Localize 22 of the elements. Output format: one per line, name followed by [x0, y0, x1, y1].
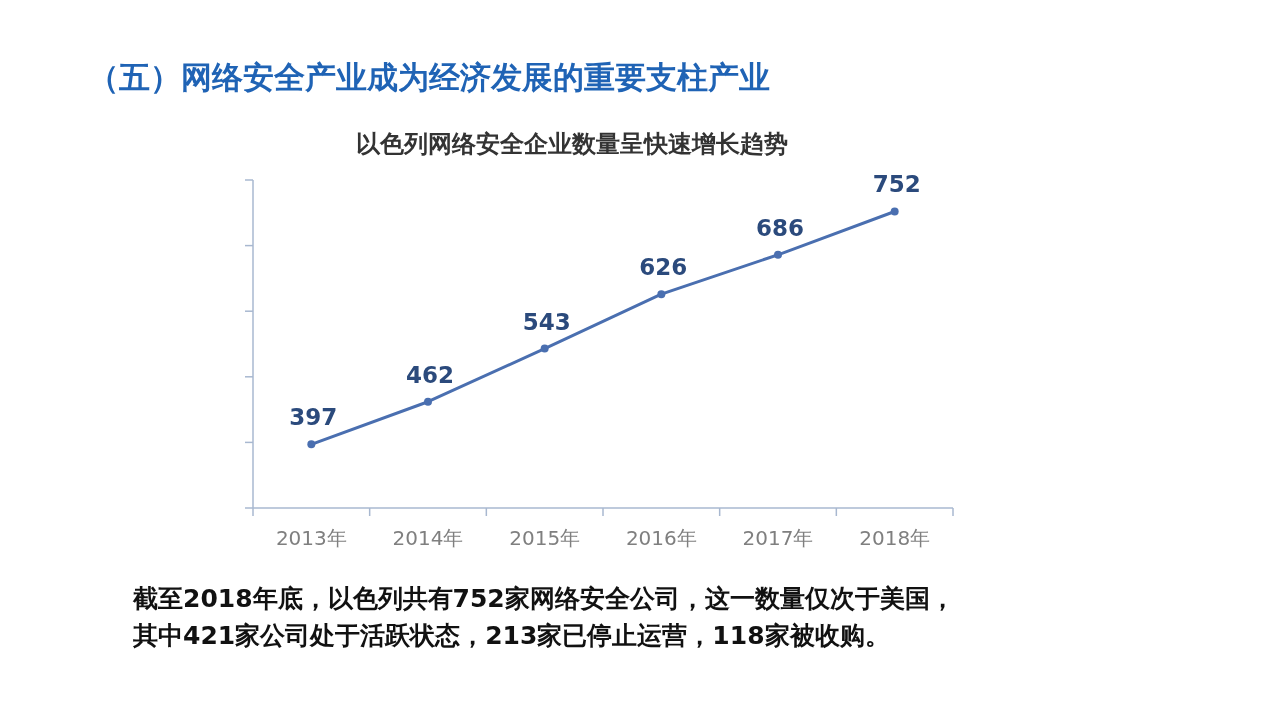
x-tick-label: 2017年: [742, 526, 814, 550]
point: [890, 207, 899, 216]
point: [540, 344, 549, 353]
x-tick-label: 2015年: [509, 526, 581, 550]
data-label: 626: [639, 254, 688, 281]
x-tick-label: 2013年: [275, 526, 347, 550]
point: [774, 250, 782, 259]
text: 截至2018年底，以色列共有752家网络安全公司，这一数量仅次于美国，: [132, 584, 955, 613]
x-tick-label: 2014年: [392, 526, 464, 550]
chart-subtitle: 以色列网络安全企业数量呈快速增长趋势: [356, 130, 788, 158]
text: 其中421家公司处于活跃状态，213家已停止运营，118家被收购。: [132, 621, 890, 650]
data-label: 686: [755, 214, 805, 241]
chart-title: （五）网络安全产业成为经济发展的重要支柱产业: [88, 59, 770, 95]
data-label: 543: [522, 308, 571, 335]
point: [307, 440, 316, 449]
data-label: 752: [872, 171, 921, 198]
data-label: 397: [289, 404, 338, 431]
point: [657, 290, 666, 299]
point: [424, 397, 432, 406]
x-tick-label: 2018年: [859, 526, 931, 550]
x-tick-label: 2016年: [625, 526, 697, 550]
data-label: 462: [405, 361, 455, 388]
